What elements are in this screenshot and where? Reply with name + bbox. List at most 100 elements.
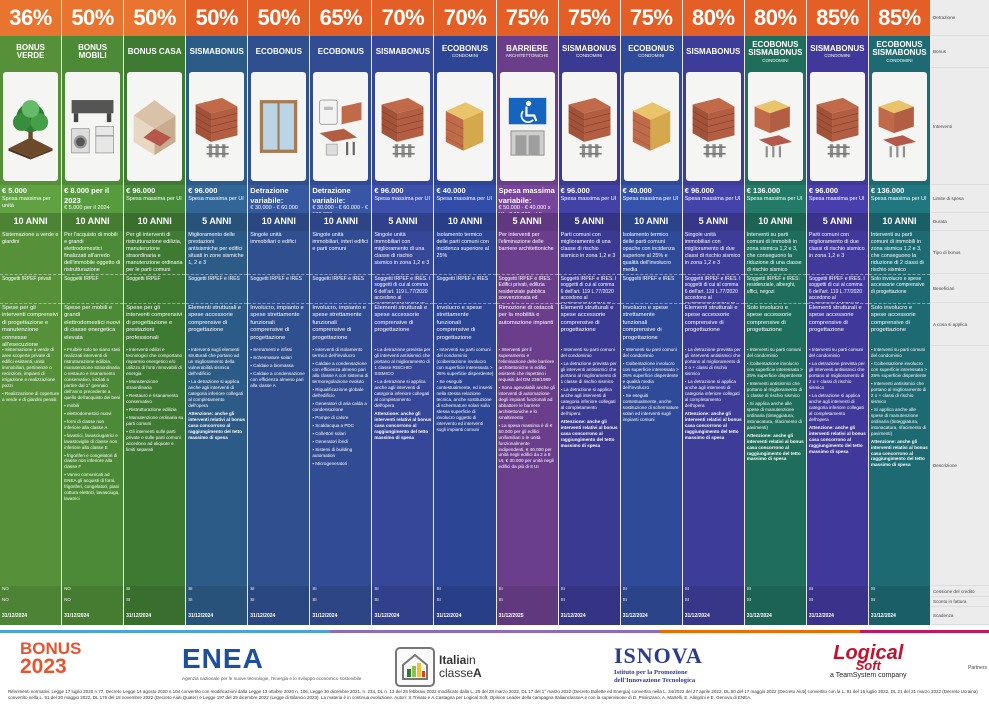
descrizione: Interventi su parti comuni del condomini… [620, 346, 682, 586]
enea-logo[interactable]: ENEA Agenzia nazionale per le nuove tecn… [182, 643, 372, 682]
limite-spesa: € 40.000 Spesa massima per UI [434, 185, 496, 213]
attenzione-note: Attenzione: anche gli interventi relativ… [746, 432, 804, 462]
furniture-icon [65, 72, 121, 181]
detrazione-percent: 85% [868, 0, 930, 36]
descrizione-item: La detrazione si applica anche agli inte… [685, 379, 742, 409]
beneficiari: Soggetti IRPEF e IRES: residenziale, alb… [744, 274, 806, 303]
house-icon [127, 72, 183, 181]
tipo-bonus: Parti comuni con miglioramento di due cl… [806, 231, 868, 274]
scadenza: 31/12/2024 [682, 607, 744, 625]
sconto-fattura: SI [496, 597, 558, 607]
descrizione: Sistemazione a verde di aree scoperte pr… [0, 346, 62, 586]
descrizione-list: La detrazione prevista per gli intervent… [685, 347, 742, 409]
combo-icon [871, 72, 927, 181]
descrizione-item: La detrazione prevista per gli intervent… [809, 361, 866, 391]
a-cosa-si-applica: Elementi strutturali e spese accessorie … [682, 303, 744, 346]
durata: 5 ANNI [806, 213, 868, 231]
descrizione-item: elettrodomestici nuovi [64, 411, 121, 417]
scadenza: 31/12/2024 [558, 607, 620, 625]
limite-spesa-value: € 96.000 [126, 186, 156, 195]
cessione-credito: SI [372, 586, 434, 597]
descrizione-item: Pompe di calore [312, 415, 369, 421]
beneficiari: Soggetti IRPEF e IRES. I soggetti di cui… [558, 274, 620, 303]
bonus-name: SISMABONUS CONDOMINI [806, 36, 868, 68]
limite-spesa-note: Spesa massima per UI [436, 195, 493, 202]
brick-icon [685, 72, 741, 181]
row-label: Descrizione [930, 346, 989, 586]
a-cosa-si-applica: Involucro, impianto e spese strettamente… [310, 303, 372, 346]
descrizione-list: Sistemazione a verde di aree scoperte pr… [2, 347, 59, 403]
interventi-image [434, 68, 496, 185]
descrizione-item: Caldaie a biomassa [250, 363, 307, 369]
durata: 10 ANNI [744, 213, 806, 231]
cessione-credito: SI [620, 586, 682, 597]
sconto-fattura: SI [682, 597, 744, 607]
limite-spesa-value: € 40.000 [436, 186, 466, 195]
descrizione-item: Caldaie a condensazione con efficienza a… [312, 361, 369, 385]
detrazione-percent: 75% [558, 0, 620, 36]
limite-spesa-value: Detrazione variabile: [312, 186, 351, 205]
scadenza: 31/12/2024 [868, 607, 930, 625]
bonus-logo-text: BONUS [20, 639, 82, 658]
descrizione-list: Interventi su parti comuni del condomini… [871, 347, 928, 437]
isnova-logo[interactable]: ISNOVA Istituto per la Promozione dell'I… [614, 643, 703, 684]
tipo-bonus: Interventi su parti comuni di immobili i… [868, 231, 930, 274]
tipo-bonus: Singole unità immobiliari o edifici [248, 231, 310, 274]
tipo-bonus: Per interventi per l'eliminazione delle … [496, 231, 558, 274]
descrizione-item: Fruibile solo se siano stati realizzati … [64, 347, 121, 401]
durata: 5 ANNI [496, 213, 558, 231]
limite-spesa: € 96.000 Spesa massima per UI [372, 185, 434, 213]
a-cosa-si-applica: Elementi strutturali e spese accessorie … [806, 303, 868, 346]
limite-spesa-note: € 30.000 - € 60.000 [250, 205, 298, 212]
limite-spesa-note: Spesa massima per UI [188, 195, 244, 202]
limite-spesa-note: Spesa massima per UI [374, 195, 431, 202]
scadenza: 31/12/2024 [248, 607, 310, 625]
descrizione-item: Realizzazione di coperture a verde e di … [2, 391, 59, 403]
descrizione: Fruibile solo se siano stati realizzati … [62, 346, 124, 586]
bonus-name-text: ECOBONUS [317, 46, 364, 56]
durata: 10 ANNI [124, 213, 186, 231]
descrizione-item: La detrazione si applica anche agli inte… [188, 379, 245, 409]
bonus-subtitle: CONDOMINI [762, 57, 789, 63]
bonus-name: BONUS CASA [124, 36, 186, 68]
durata: 10 ANNI [620, 213, 682, 231]
scadenza: 31/12/2025 [496, 607, 558, 625]
descrizione-item: Si applica anche alle spese di manutenzi… [871, 407, 928, 437]
limite-spesa: € 96.000 Spesa massima per UI [186, 185, 248, 213]
row-label: Sconto in fattura [930, 597, 989, 607]
descrizione-list: Serramenti e infissi Schermature solari Ca… [250, 347, 307, 389]
durata: 5 ANNI [682, 213, 744, 231]
beneficiari: Soggetti IRPEF e IRES. I soggetti di cui… [372, 274, 434, 303]
a-cosa-si-applica: Solo involucro e spese accessorie compre… [744, 303, 806, 346]
descrizione-item: Interventi su parti comuni del condomini… [561, 347, 618, 359]
italiainclassea-logo[interactable]: Italiain classeA [395, 647, 482, 687]
sconto-fattura: SI [744, 597, 806, 607]
beneficiari: Soggetti IRPEF e IRES [248, 274, 310, 303]
descrizione-item: Se eseguiti contestualmente, anche sosti… [623, 393, 680, 423]
brick-icon [809, 72, 865, 181]
detrazione-percent: 80% [744, 0, 806, 36]
descrizione: Interventi su parti comuni del condomini… [868, 346, 930, 586]
bonus-name: BARRIERE ARCHITETTONICHE [496, 36, 558, 68]
insulation-icon [437, 72, 493, 181]
partners-label: Partners [968, 665, 987, 671]
beneficiari: Soggetti IRPEF e IRES. I soggetti di cui… [682, 274, 744, 303]
attenzione-note: Attenzione: anche gli interventi relativ… [560, 418, 618, 448]
limite-spesa-note: Spesa massima per UI [808, 195, 865, 202]
limite-spesa-note: Spesa massima per UI [126, 195, 182, 202]
limite-spesa-note: Spesa massima per UI [746, 195, 803, 202]
descrizione-item: Interventi antisismici che portano al mi… [747, 381, 804, 399]
logicalsoft-logo[interactable]: Logical Soft a TeamSystem company [830, 643, 907, 679]
insulation-icon [623, 72, 679, 181]
interventi-image [372, 68, 434, 185]
cessione-credito: SI [868, 586, 930, 597]
scadenza: 31/12/2024 [310, 607, 372, 625]
enea-logo-subtitle: Agenzia nazionale per le nuove tecnologi… [182, 676, 362, 681]
footer: BONUS 2023 ENEA Agenzia nazionale per le… [0, 633, 989, 709]
limite-spesa-value: € 40.000 [622, 186, 652, 195]
sconto-fattura: SI [868, 597, 930, 607]
bonus-name-text: BONUS MOBILI [78, 42, 108, 60]
beneficiari: Soggetti IRPEF privati [0, 274, 62, 303]
italia-text: Italia [439, 653, 467, 668]
limite-spesa-value: € 136.000 [746, 186, 781, 195]
